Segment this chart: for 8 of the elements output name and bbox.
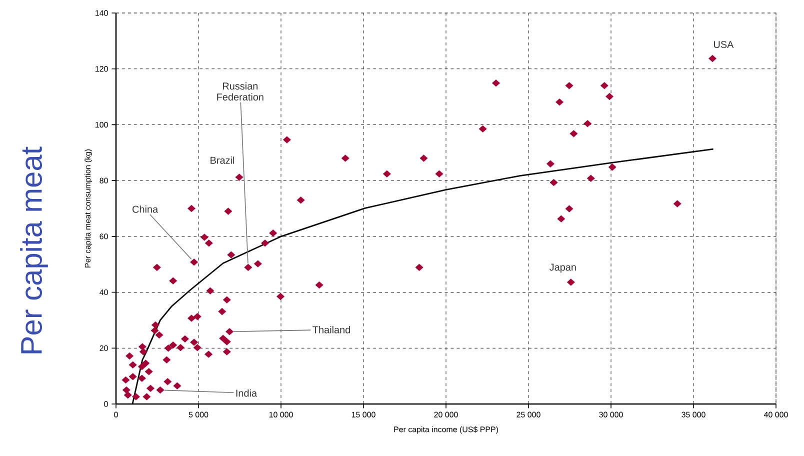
annotation: Thailand xyxy=(312,326,350,334)
annotation: Japan xyxy=(549,264,576,273)
annotation: USA xyxy=(714,40,734,48)
annotation: China xyxy=(132,205,158,213)
annotation: Russian Federation xyxy=(217,82,264,101)
text: Per capita meat xyxy=(20,146,48,354)
annotation: India xyxy=(236,389,258,397)
annotation: Brazil xyxy=(210,156,234,164)
